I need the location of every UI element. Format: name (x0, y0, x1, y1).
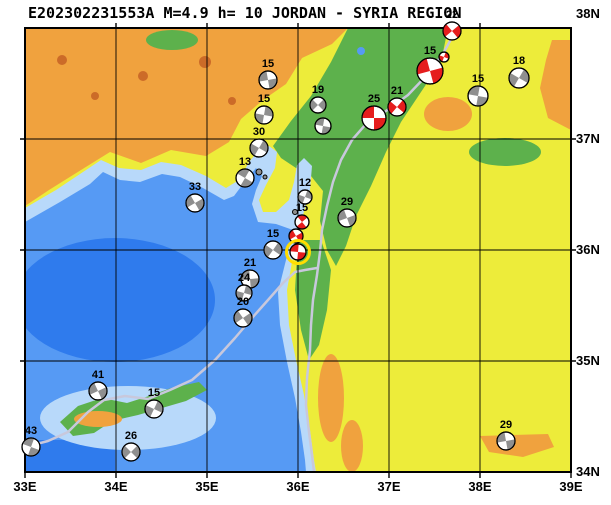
map-title: E202302231553A M=4.9 h= 10 JORDAN - SYRI… (28, 4, 461, 22)
focal-mechanism-ball (88, 381, 108, 401)
focal-mechanism-ball (185, 193, 205, 213)
event-count-label: 29 (341, 196, 353, 208)
main-event-highlight-ring (285, 239, 311, 265)
event-count-label: 22 (446, 9, 458, 21)
latitude-label: 36N (576, 242, 600, 257)
orange-patch-east-edge (540, 40, 571, 130)
green-patch-ne (469, 138, 541, 166)
event-count-label: 33 (189, 181, 201, 193)
green-patch-nw (146, 30, 198, 50)
focal-mechanism-ball (337, 208, 357, 228)
orange-patch-aleppo (424, 97, 472, 131)
focal-mechanism-ball (258, 70, 278, 90)
mountain-spot (57, 55, 67, 65)
event-count-label: 13 (239, 156, 251, 168)
event-count-label: 12 (299, 177, 311, 189)
focal-mechanism-ball (442, 21, 462, 41)
focal-mechanism-ball (294, 214, 310, 230)
focal-mechanism-ball (21, 437, 41, 457)
focal-mechanism-ball (121, 442, 141, 462)
focal-mechanism-ball (508, 67, 530, 89)
focal-mechanism-ball (314, 117, 332, 135)
focal-mechanism-ball (235, 284, 253, 302)
longitude-label: 36E (286, 479, 309, 494)
sea-deep-basin (25, 238, 215, 362)
latitude-label: 37N (576, 131, 600, 146)
focal-mechanism-ball (233, 308, 253, 328)
event-count-label: 29 (500, 419, 512, 431)
frame-ticks (20, 23, 576, 478)
focal-mechanism-ball (254, 105, 274, 125)
mountain-spot (138, 71, 148, 81)
focal-mechanism-ball (144, 399, 164, 419)
event-count-label: 15 (148, 387, 160, 399)
longitude-label: 39E (559, 479, 582, 494)
mountain-spot (199, 56, 211, 68)
event-count-label: 43 (25, 425, 37, 437)
event-count-label: 24 (238, 272, 251, 284)
antilebanon-ridge (341, 420, 363, 472)
event-count-label: 15 (296, 202, 308, 214)
event-count-label: 21 (391, 85, 403, 97)
event-count-label: 19 (312, 84, 324, 96)
lake (357, 47, 365, 55)
event-count-label: 20 (237, 296, 249, 308)
latitude-label: 35N (576, 353, 600, 368)
seismic-event-dot (292, 209, 298, 215)
event-count-label: 18 (513, 55, 525, 67)
mountain-spot (91, 92, 99, 100)
focal-mechanism-ball (285, 239, 311, 265)
event-count-label: 15 (258, 93, 270, 105)
longitude-label: 38E (468, 479, 491, 494)
focal-mechanism-ball (438, 51, 450, 63)
event-count-label: 26 (125, 430, 137, 442)
longitude-label: 34E (104, 479, 127, 494)
focal-mechanism-ball (387, 97, 407, 117)
event-count-label: 30 (253, 126, 265, 138)
event-count-label: 21 (244, 257, 256, 269)
focal-mechanism-ball (496, 431, 516, 451)
event-count-label: 15 (424, 45, 436, 57)
event-labels-layer: 15 15 19 30 13 33 12 15 29 15 21 24 20 22 15 25 21 15 18 41… (25, 9, 525, 442)
event-count-label: 15 (472, 73, 484, 85)
latitude-label: 34N (576, 464, 600, 479)
focal-mechanism-ball (361, 105, 387, 131)
lebanon-ridge (318, 354, 344, 442)
event-count-label: 25 (368, 93, 380, 105)
seismic-event-dot (255, 168, 263, 176)
axis-labels-layer: 33E 34E 35E 36E 37E 38E 39E 38N 37N 36N 35N 34N (13, 6, 599, 494)
focal-mechanism-ball (467, 85, 489, 107)
seismic-event-dot (262, 174, 268, 180)
longitude-label: 35E (195, 479, 218, 494)
focal-mechanism-ball (309, 96, 327, 114)
focal-mechanism-ball (249, 138, 269, 158)
focal-mechanism-ball (263, 240, 283, 260)
focal-mechanism-ball (416, 57, 444, 85)
focal-mechanism-ball (297, 189, 313, 205)
event-count-label: 15 (267, 228, 279, 240)
longitude-label: 37E (377, 479, 400, 494)
event-count-label: 15 (262, 58, 274, 70)
event-count-label: 41 (92, 369, 104, 381)
mountain-spot (228, 97, 236, 105)
fault-trace-cyprus-arc (25, 266, 319, 449)
focal-mechanism-layer (21, 21, 530, 462)
longitude-label: 33E (13, 479, 36, 494)
region-green-nw-syria (273, 28, 448, 266)
focal-mechanism-ball (235, 168, 255, 188)
focal-mechanism-ball (240, 269, 260, 289)
latitude-label: 38N (576, 6, 600, 21)
